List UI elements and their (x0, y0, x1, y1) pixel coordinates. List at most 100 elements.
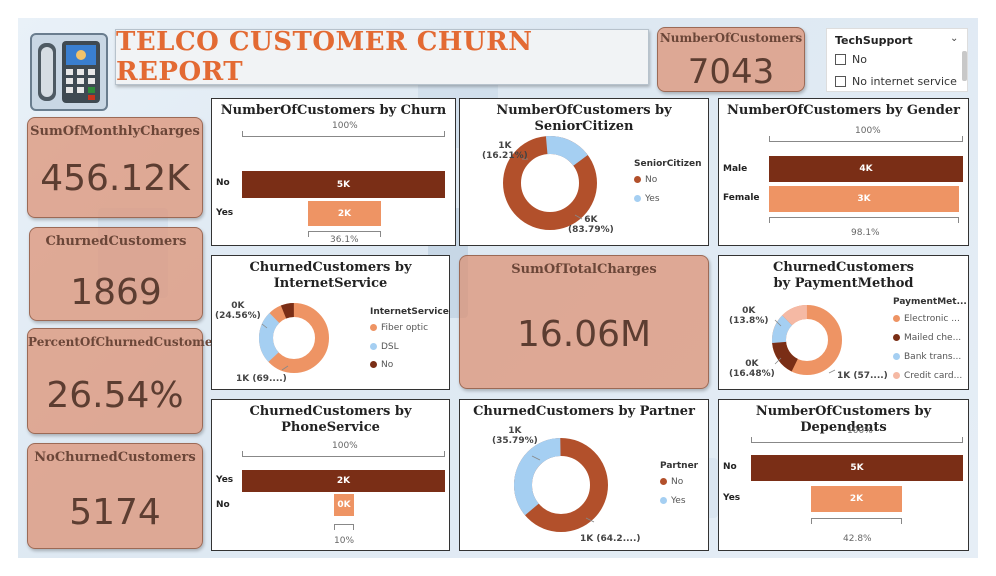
slice-yes[interactable] (503, 136, 597, 230)
legend-item: DSL (370, 342, 399, 352)
slicer-option-label: No (852, 53, 867, 66)
slicer-option-label: No internet service (852, 75, 957, 88)
legend-item: Credit card... (893, 371, 962, 381)
chart-title: ChurnedCustomers by Partner (473, 404, 695, 419)
legend-title: PaymentMet... (893, 297, 967, 307)
chart-title: ChurnedCustomers by PhoneService (249, 404, 412, 435)
bar-yes[interactable]: 2K (308, 201, 381, 226)
chart-title: NumberOfCustomers by Gender (727, 103, 960, 118)
data-label: 1K (64.2....) (580, 534, 641, 544)
kpi-sum-total-charges: SumOfTotalCharges 16.06M (459, 255, 709, 389)
slice-no[interactable] (258, 302, 331, 375)
kpi-value: 7043 (687, 52, 775, 92)
pct-bracket-top (242, 131, 445, 137)
legend-title: Partner (660, 461, 699, 471)
kpi-label: PercentOfChurnedCustomers (28, 335, 226, 349)
pct-label-bottom: 10% (334, 536, 355, 546)
pct-bracket-top (751, 437, 963, 443)
chart-title: ChurnedCustomers by InternetService (249, 260, 412, 291)
checkbox[interactable] (835, 54, 846, 65)
data-label: 0K (16.48%) (729, 359, 775, 379)
slicer-option-no-internet[interactable]: No internet service (835, 75, 957, 88)
data-label: 1K (16.21%) (482, 141, 528, 161)
bar-no[interactable]: 5K (751, 455, 963, 481)
pct-bracket-bottom (308, 231, 381, 237)
legend-item: No (370, 360, 393, 370)
row-label: Male (723, 164, 748, 174)
bar-yes[interactable]: 2K (811, 486, 902, 512)
legend-item: Yes (660, 496, 686, 506)
bar-no[interactable]: 5K (242, 171, 445, 198)
legend-item: Bank trans... (893, 352, 961, 362)
pct-label-bottom: 42.8% (843, 534, 872, 544)
chart-churned-by-partner: ChurnedCustomers by Partner 1K (35.79%) 1… (459, 399, 709, 551)
row-label: No (216, 178, 230, 188)
donut-svg (514, 438, 608, 532)
kpi-value: 1869 (70, 272, 162, 313)
chart-customers-by-dependents: NumberOfCustomers by Dependents 100% No … (718, 399, 969, 551)
kpi-label: SumOfMonthlyCharges (30, 124, 200, 139)
slicer-scrollbar[interactable] (962, 51, 967, 81)
pct-label-top: 100% (332, 441, 358, 451)
pct-label-top: 100% (847, 426, 873, 436)
bar-female[interactable]: 3K (769, 186, 959, 212)
legend-item: Electronic ... (893, 314, 960, 324)
bar-male[interactable]: 4K (769, 156, 963, 182)
row-label: Yes (216, 208, 234, 218)
pct-label-bottom: 98.1% (851, 228, 880, 238)
row-label: No (723, 462, 737, 472)
report-canvas: TELCO CUSTOMER CHURN REPORT NumberOfCust… (18, 18, 978, 558)
legend-item: Mailed che... (893, 333, 961, 343)
donut-svg (503, 136, 597, 230)
row-label: Yes (723, 493, 741, 503)
bar-yes[interactable]: 2K (242, 470, 445, 492)
kpi-value: 5174 (69, 492, 161, 533)
slice-mailed[interactable] (770, 303, 845, 378)
techsupport-slicer: TechSupport ⌄ No No internet service (826, 28, 968, 92)
legend-title: SeniorCitizen (634, 159, 702, 169)
slicer-option-no[interactable]: No (835, 53, 867, 66)
row-label: Yes (216, 475, 234, 485)
pct-bracket-bottom (334, 524, 354, 530)
data-label: 0K (24.56%) (215, 301, 261, 321)
pct-label-top: 100% (855, 126, 881, 136)
kpi-value: 26.54% (46, 375, 184, 416)
kpi-label: ChurnedCustomers (45, 234, 187, 249)
pct-bracket-bottom (811, 518, 902, 524)
chart-customers-by-gender: NumberOfCustomers by Gender 100% Male 4K… (718, 98, 969, 246)
kpi-label: NoChurnedCustomers (34, 450, 196, 465)
kpi-sum-monthly-charges: SumOfMonthlyCharges 456.12K (27, 117, 203, 218)
pct-bracket-top (242, 451, 445, 457)
legend-item: Fiber optic (370, 323, 428, 333)
pct-label-bottom: 36.1% (330, 235, 359, 245)
chart-churned-by-payment: ChurnedCustomers by PaymentMethod 0K (13.… (718, 255, 969, 390)
kpi-value: 456.12K (40, 158, 190, 199)
kpi-value: 16.06M (516, 314, 652, 355)
chart-title: NumberOfCustomers by SeniorCitizen (496, 103, 672, 134)
chart-title: NumberOfCustomers by Churn (220, 103, 447, 118)
chevron-down-icon[interactable]: ⌄ (950, 33, 959, 44)
pct-bracket-bottom (769, 217, 959, 223)
row-label: No (216, 500, 230, 510)
kpi-label: SumOfTotalCharges (511, 262, 657, 277)
checkbox[interactable] (835, 76, 846, 87)
donut-svg (254, 298, 333, 377)
legend-item: No (634, 175, 657, 185)
report-title-banner: TELCO CUSTOMER CHURN REPORT (115, 27, 649, 87)
chart-churned-by-internet: ChurnedCustomers by InternetService 0K (2… (211, 255, 450, 390)
legend-item: Yes (634, 194, 660, 204)
pct-label-top: 100% (332, 121, 358, 131)
report-title: TELCO CUSTOMER CHURN REPORT (116, 27, 533, 87)
chart-title: NumberOfCustomers by Dependents (755, 404, 932, 435)
slicer-title: TechSupport (835, 34, 913, 47)
data-label: 1K (69....) (236, 374, 287, 384)
kpi-churned-customers: ChurnedCustomers 1869 (29, 227, 203, 321)
data-label: 1K (35.79%) (492, 426, 538, 446)
slice-dsl[interactable] (254, 298, 333, 377)
pct-bracket-top (769, 136, 963, 142)
data-label: 6K (83.79%) (568, 215, 614, 235)
bar-no[interactable]: 0K (334, 494, 354, 516)
row-label: Female (723, 193, 760, 203)
chart-customers-by-churn: NumberOfCustomers by Churn 100% No 5K Ye… (211, 98, 456, 246)
data-label: 1K (57....) (837, 371, 888, 381)
